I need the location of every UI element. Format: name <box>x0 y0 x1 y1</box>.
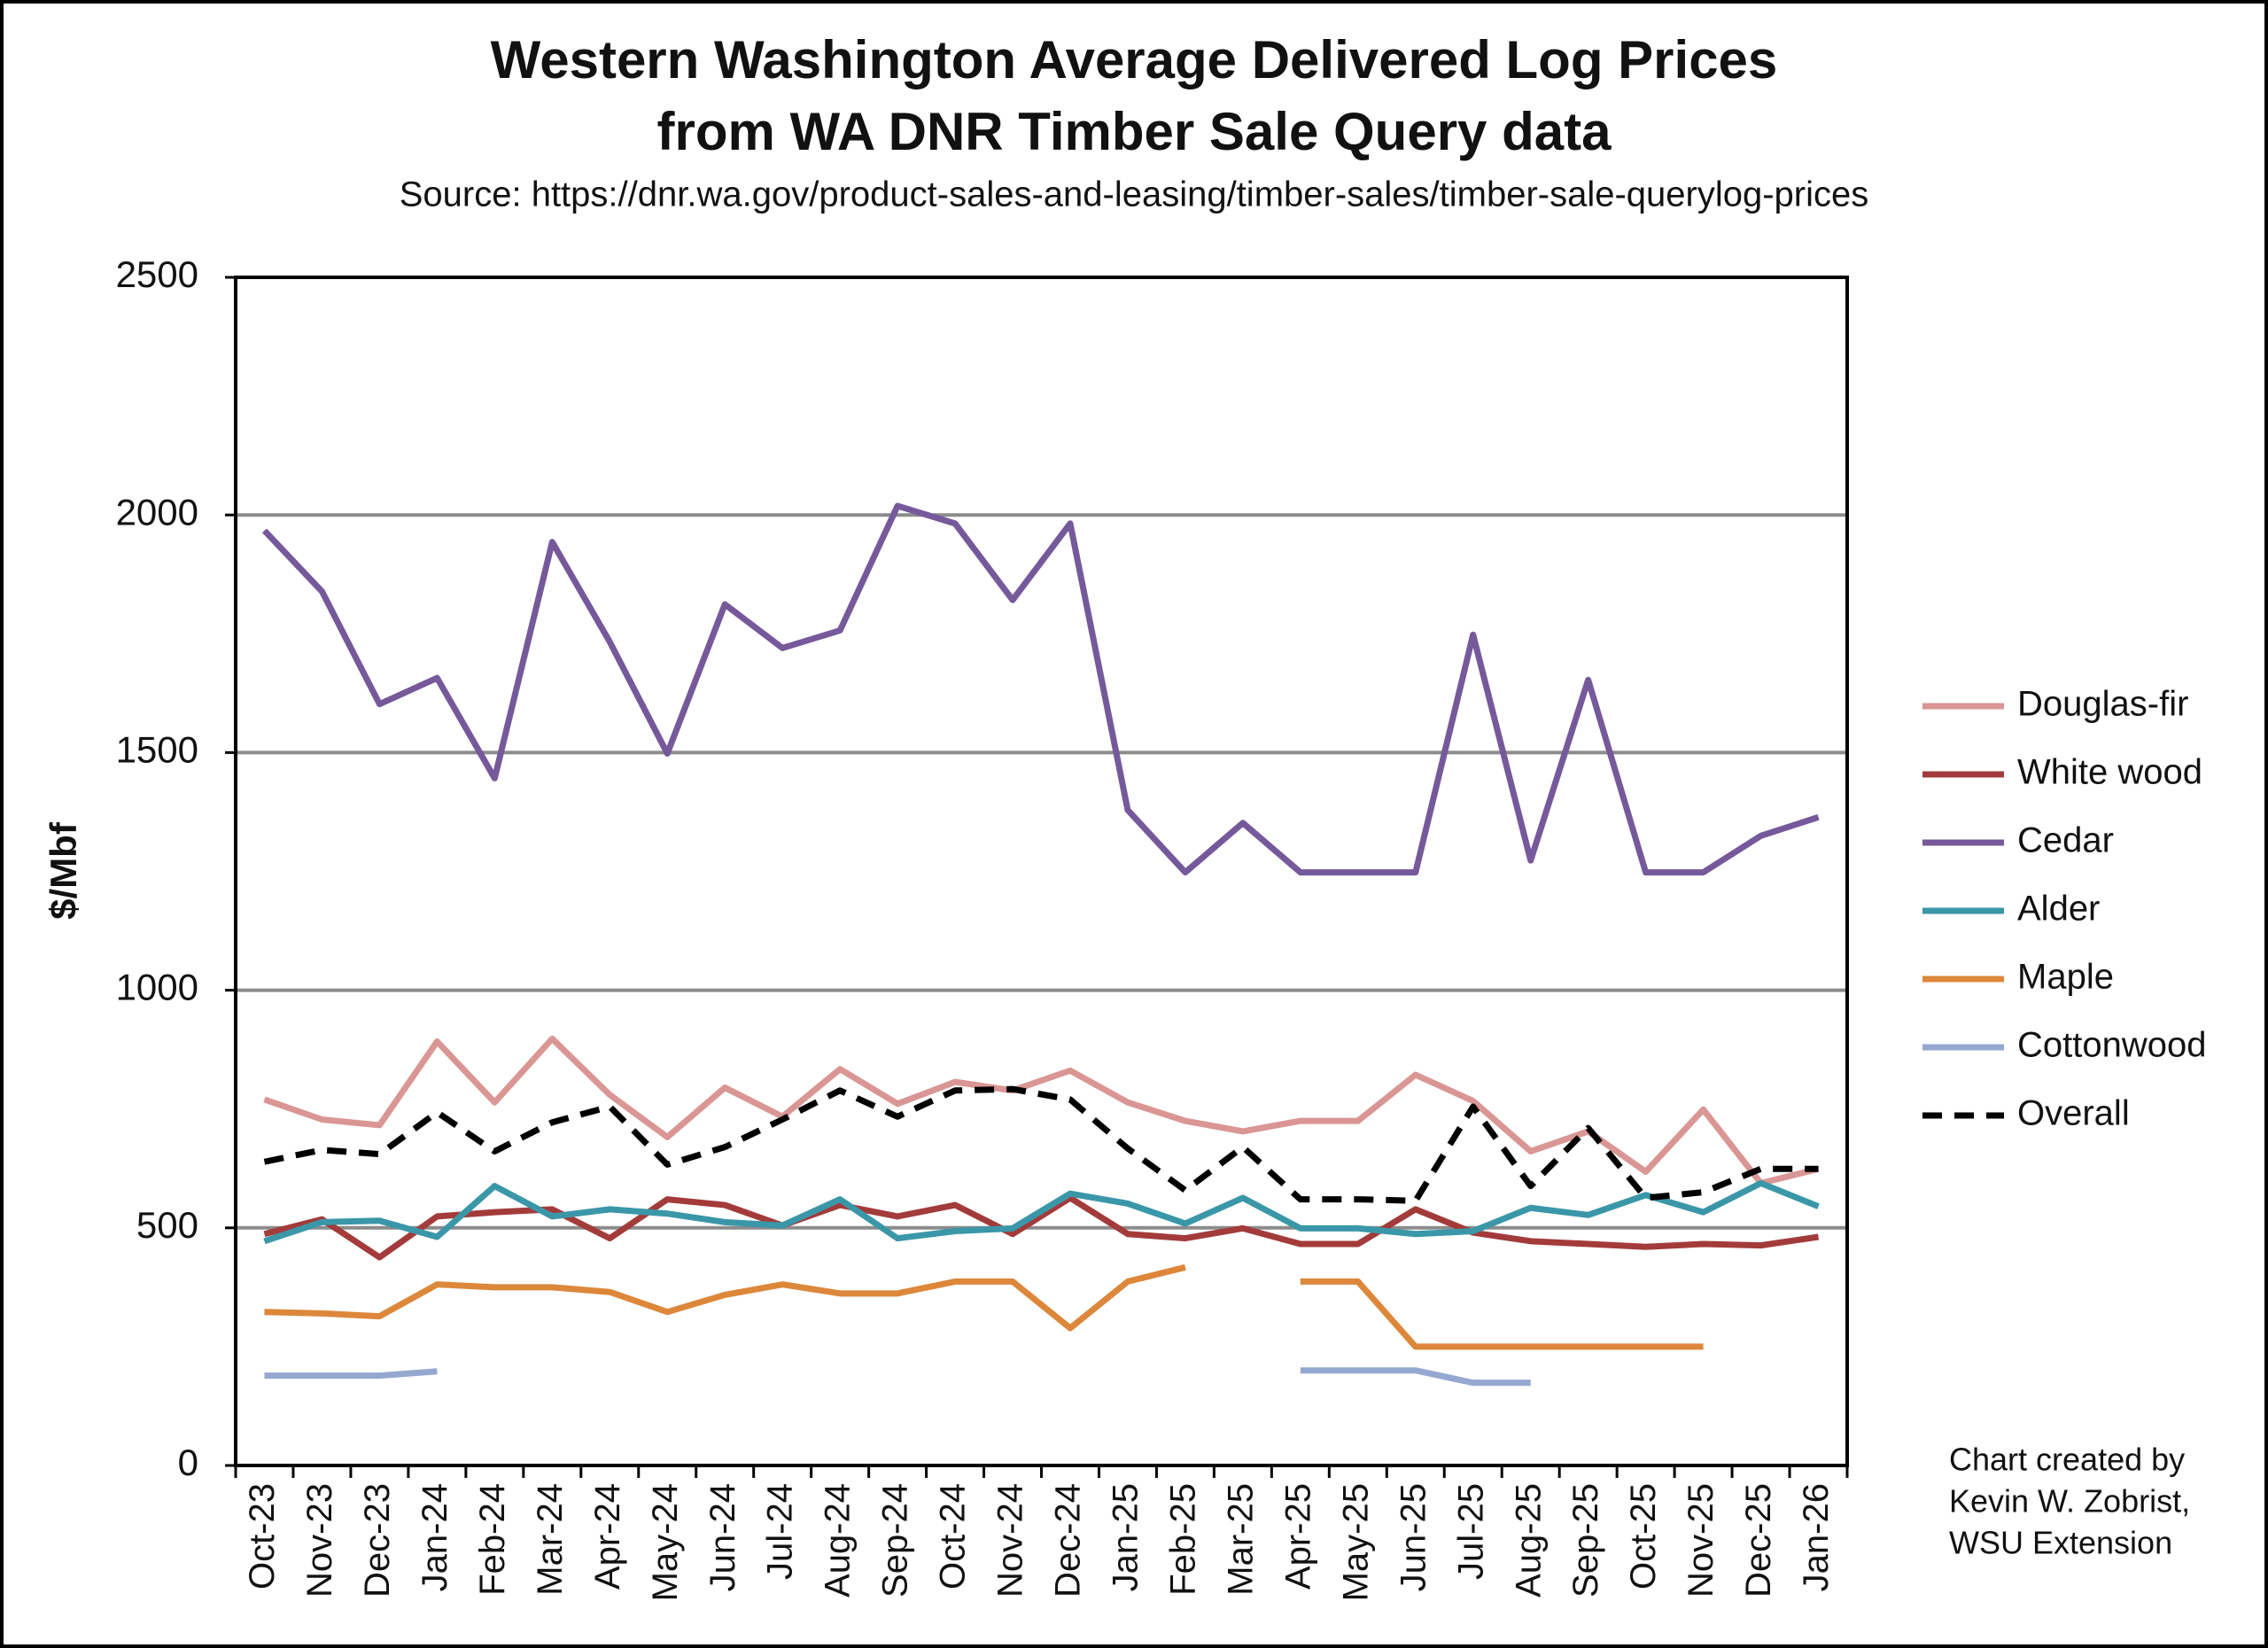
legend-label: Cottonwood <box>2017 1026 2206 1065</box>
x-tick-label: Oct-23 <box>243 1483 282 1590</box>
y-tick-label: 2000 <box>116 491 198 532</box>
x-tick-label: Nov-25 <box>1682 1483 1720 1597</box>
x-tick-label: Aug-24 <box>819 1483 858 1597</box>
legend-label: White wood <box>2017 753 2202 792</box>
series-line <box>264 1263 1704 1350</box>
x-tick-label: Oct-24 <box>934 1483 973 1590</box>
y-tick-label: 500 <box>136 1204 198 1246</box>
series-line <box>263 1179 1820 1245</box>
x-tick-label: Jul-24 <box>761 1483 800 1580</box>
chart-title: from WA DNR Timber Sale Query data <box>657 102 1612 161</box>
legend-label: Overall <box>2017 1094 2130 1133</box>
x-tick-label: Sep-24 <box>876 1483 915 1597</box>
x-tick-label: Jun-25 <box>1394 1483 1433 1591</box>
legend-label: Alder <box>2017 890 2100 929</box>
x-tick-label: Feb-24 <box>473 1483 512 1596</box>
x-tick-label: Jan-25 <box>1107 1483 1146 1591</box>
series-line <box>264 1367 1531 1387</box>
x-tick-label: Nov-23 <box>300 1483 339 1597</box>
y-tick-label: 1000 <box>116 967 198 1008</box>
chart-subtitle: Source: https://dnr.wa.gov/product-sales… <box>400 175 1869 214</box>
y-tick-label: 0 <box>178 1442 198 1483</box>
x-tick-label: May-24 <box>646 1483 685 1601</box>
y-tick-label: 1500 <box>116 728 198 770</box>
y-axis-label: $/Mbf <box>43 821 84 920</box>
x-tick-label: Apr-25 <box>1278 1483 1317 1590</box>
x-tick-label: May-25 <box>1336 1483 1375 1601</box>
x-tick-label: Jan-26 <box>1797 1483 1836 1591</box>
chart-title: Western Washington Average Delivered Log… <box>491 30 1778 89</box>
legend-label: Maple <box>2017 958 2114 997</box>
series-line <box>261 502 1820 876</box>
series-line <box>263 1194 1820 1261</box>
x-tick-label: Oct-25 <box>1624 1483 1663 1590</box>
x-tick-label: Mar-25 <box>1221 1483 1260 1596</box>
annotation: WSU Extension <box>1949 1525 2172 1561</box>
x-tick-label: Feb-25 <box>1163 1483 1202 1596</box>
x-tick-label: Nov-24 <box>991 1483 1030 1597</box>
x-tick-label: Mar-24 <box>531 1483 570 1596</box>
legend-label: Douglas-fir <box>2017 685 2188 724</box>
annotation: Chart created by <box>1949 1442 2185 1478</box>
annotation: Kevin W. Zobrist, <box>1949 1483 2190 1520</box>
series-line <box>263 1085 1819 1204</box>
x-tick-label: Jun-24 <box>703 1483 742 1591</box>
x-tick-label: Dec-25 <box>1739 1483 1778 1597</box>
series-line <box>263 1035 1820 1186</box>
x-tick-label: Dec-23 <box>358 1483 397 1597</box>
x-tick-label: Dec-24 <box>1049 1483 1088 1597</box>
legend-label: Cedar <box>2017 821 2114 860</box>
plot-border <box>234 276 1849 1467</box>
x-tick-label: Aug-25 <box>1509 1483 1548 1597</box>
x-tick-label: Apr-24 <box>588 1483 627 1590</box>
y-tick-label: 2500 <box>116 253 198 295</box>
x-tick-label: Sep-25 <box>1566 1483 1605 1597</box>
x-tick-label: Jan-24 <box>416 1483 454 1591</box>
x-tick-label: Jul-25 <box>1451 1483 1490 1580</box>
